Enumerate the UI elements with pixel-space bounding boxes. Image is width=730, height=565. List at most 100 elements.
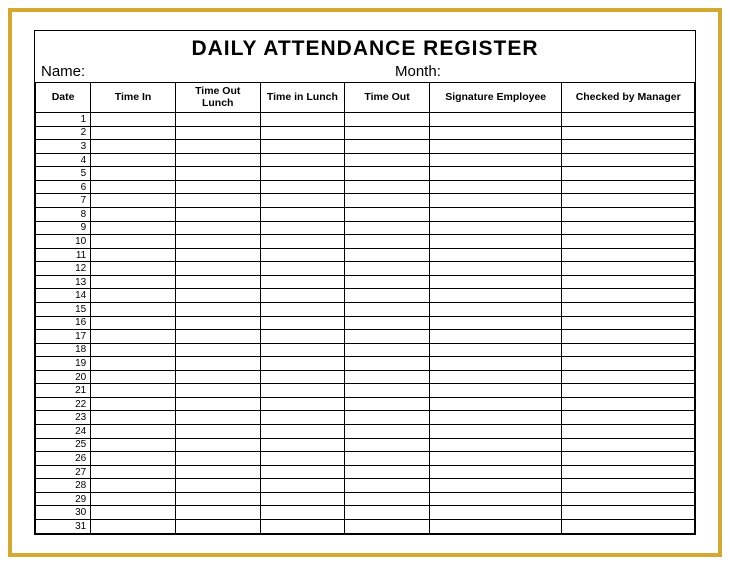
cell [175, 411, 260, 425]
cell [429, 452, 562, 466]
cell [429, 302, 562, 316]
table-row: 26 [36, 452, 695, 466]
cell [345, 262, 430, 276]
cell [175, 208, 260, 222]
cell [260, 384, 345, 398]
cell [345, 180, 430, 194]
cell [175, 465, 260, 479]
cell [175, 167, 260, 181]
cell [175, 113, 260, 127]
cell [175, 479, 260, 493]
cell [260, 262, 345, 276]
cell [562, 194, 695, 208]
cell [175, 262, 260, 276]
cell [562, 357, 695, 371]
cell [429, 492, 562, 506]
cell [345, 302, 430, 316]
table-row: 31 [36, 519, 695, 533]
cell [91, 479, 176, 493]
cell [345, 208, 430, 222]
cell [345, 519, 430, 533]
cell [91, 262, 176, 276]
table-row: 10 [36, 235, 695, 249]
cell [562, 167, 695, 181]
table-row: 21 [36, 384, 695, 398]
cell [345, 397, 430, 411]
table-row: 29 [36, 492, 695, 506]
cell [175, 140, 260, 154]
cell [260, 180, 345, 194]
row-number: 28 [36, 479, 91, 493]
cell [429, 262, 562, 276]
cell [345, 194, 430, 208]
cell [175, 492, 260, 506]
table-row: 11 [36, 248, 695, 262]
cell [345, 452, 430, 466]
cell [562, 275, 695, 289]
cell [91, 343, 176, 357]
cell [429, 397, 562, 411]
cell [175, 506, 260, 520]
cell [562, 384, 695, 398]
cell [175, 343, 260, 357]
table-row: 19 [36, 357, 695, 371]
cell [175, 194, 260, 208]
cell [345, 167, 430, 181]
cell [260, 425, 345, 439]
cell [429, 140, 562, 154]
col-signature: Signature Employee [429, 83, 562, 113]
cell [345, 248, 430, 262]
table-row: 13 [36, 275, 695, 289]
attendance-table: Date Time In Time Out Lunch Time in Lunc… [35, 82, 695, 534]
row-number: 9 [36, 221, 91, 235]
cell [345, 316, 430, 330]
cell [175, 316, 260, 330]
row-number: 7 [36, 194, 91, 208]
cell [429, 384, 562, 398]
row-number: 14 [36, 289, 91, 303]
cell [429, 126, 562, 140]
cell [175, 221, 260, 235]
cell [345, 370, 430, 384]
cell [562, 126, 695, 140]
col-time-out: Time Out [345, 83, 430, 113]
row-number: 17 [36, 330, 91, 344]
cell [345, 153, 430, 167]
cell [260, 370, 345, 384]
cell [91, 194, 176, 208]
cell [91, 208, 176, 222]
row-number: 24 [36, 425, 91, 439]
cell [91, 506, 176, 520]
cell [429, 275, 562, 289]
col-out-lunch: Time Out Lunch [175, 83, 260, 113]
row-number: 13 [36, 275, 91, 289]
cell [429, 479, 562, 493]
cell [562, 153, 695, 167]
cell [429, 343, 562, 357]
row-number: 6 [36, 180, 91, 194]
table-row: 28 [36, 479, 695, 493]
cell [345, 479, 430, 493]
cell [260, 519, 345, 533]
table-row: 9 [36, 221, 695, 235]
cell [91, 438, 176, 452]
cell [562, 316, 695, 330]
table-row: 6 [36, 180, 695, 194]
cell [345, 330, 430, 344]
table-row: 14 [36, 289, 695, 303]
cell [429, 465, 562, 479]
cell [345, 506, 430, 520]
cell [175, 425, 260, 439]
cell [260, 479, 345, 493]
table-row: 4 [36, 153, 695, 167]
cell [562, 302, 695, 316]
cell [429, 113, 562, 127]
row-number: 11 [36, 248, 91, 262]
table-row: 27 [36, 465, 695, 479]
row-number: 21 [36, 384, 91, 398]
cell [345, 221, 430, 235]
cell [91, 452, 176, 466]
cell [429, 425, 562, 439]
cell [260, 465, 345, 479]
cell [345, 357, 430, 371]
